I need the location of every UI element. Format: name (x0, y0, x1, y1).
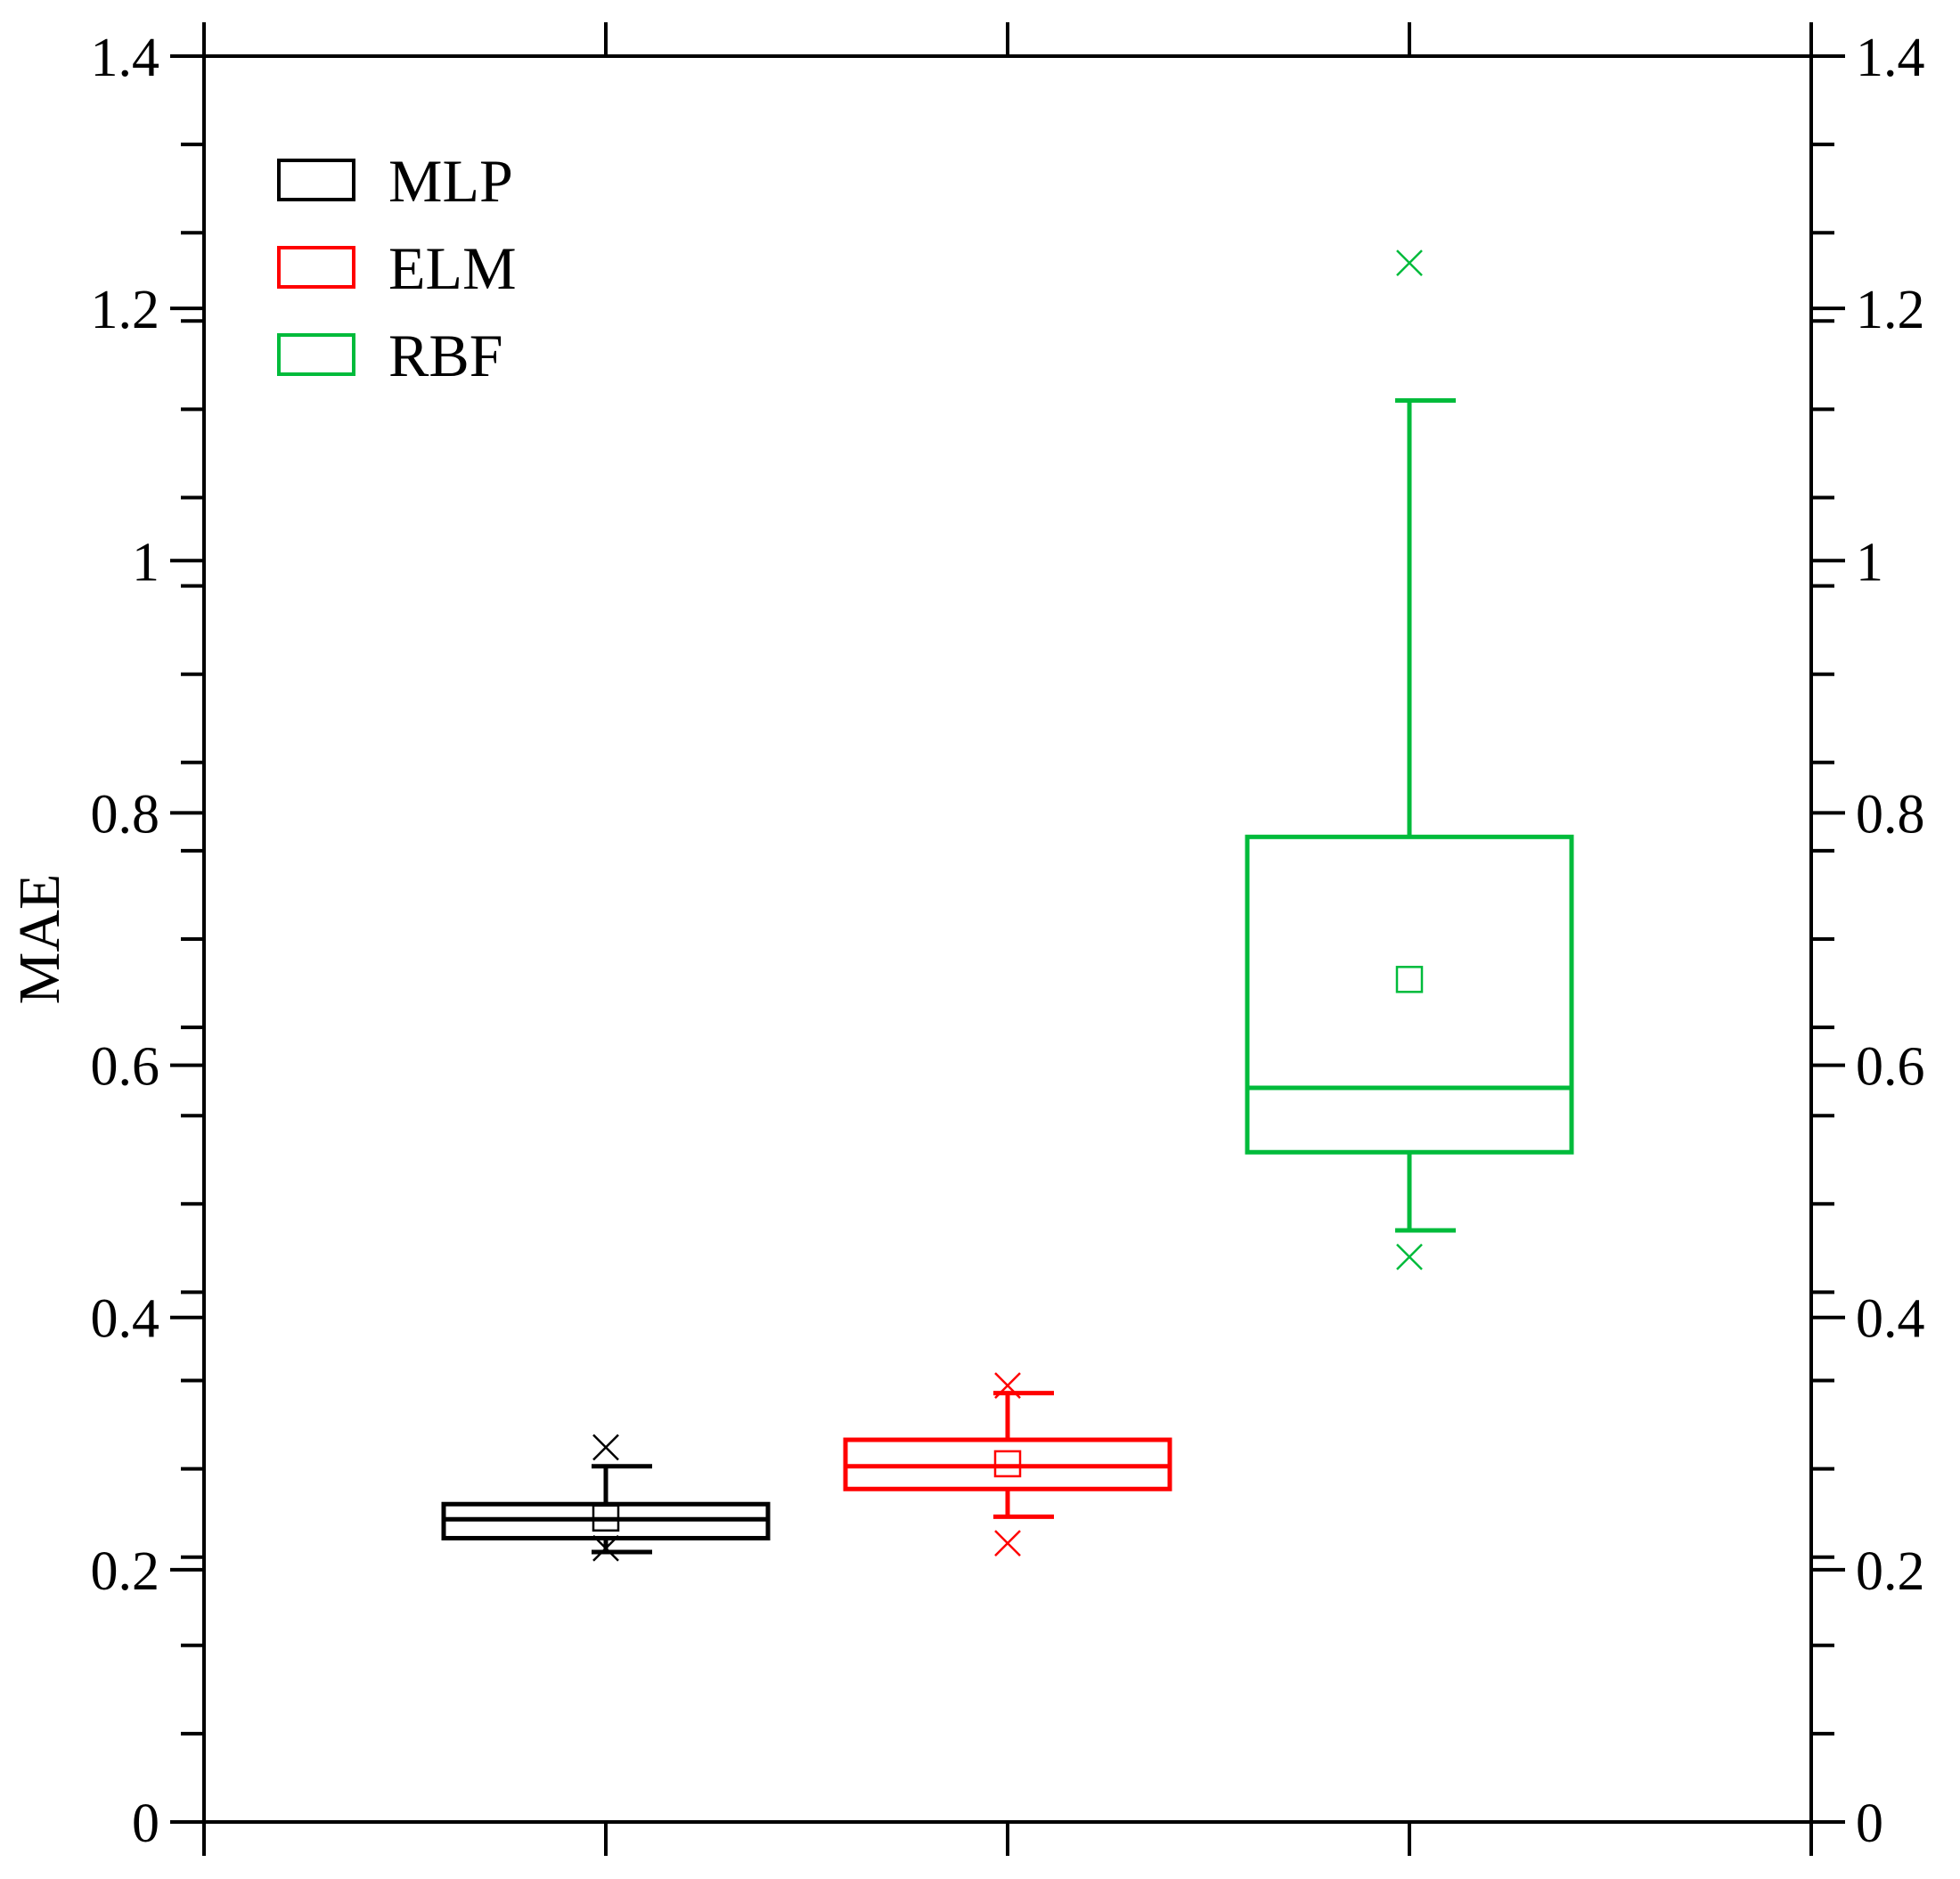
outlier-stroke (1396, 249, 1423, 277)
y-tick-label-right: 1.4 (1856, 28, 1925, 88)
box-elm (843, 1372, 1172, 1557)
legend-swatch (277, 159, 355, 201)
y-tick-label-right: 1 (1856, 532, 1883, 592)
mean-marker (993, 1450, 1022, 1478)
legend-label: RBF (388, 322, 503, 389)
mean-marker (592, 1504, 620, 1532)
outlier-marker (592, 1434, 619, 1461)
y-tick-label-left: 1.2 (91, 280, 160, 340)
y-tick-label-left: 1 (132, 532, 159, 592)
outlier-marker (1396, 1243, 1423, 1270)
y-tick-label-left: 0.6 (91, 1037, 160, 1098)
mean-marker (1395, 966, 1424, 993)
legend-swatch (277, 333, 355, 376)
y-tick-label-right: 0.2 (1856, 1541, 1925, 1602)
legend-item-rbf: RBF (277, 322, 503, 389)
axes-layer: 0 0 0.2 0.2 0.4 0.4 0.6 0.6 0.8 0.8 1 1 1.2 1.2 1.4 1.4 (91, 22, 1925, 1856)
y-tick-label-right: 0 (1856, 1793, 1883, 1854)
y-tick-label-left: 1.4 (91, 28, 160, 88)
y-tick-label-right: 0.4 (1856, 1289, 1925, 1350)
outlier-stroke (994, 1530, 1021, 1557)
legend-label: ELM (388, 234, 517, 302)
y-tick-label-right: 0.6 (1856, 1037, 1925, 1098)
outlier-stroke (592, 1534, 619, 1562)
legend-swatch (277, 246, 355, 289)
outlier-stroke (592, 1434, 619, 1461)
y-tick-label-left: 0 (132, 1793, 159, 1854)
boxes-layer (441, 249, 1574, 1562)
legend-label: MLP (388, 147, 513, 215)
y-tick-label-left: 0.2 (91, 1541, 160, 1602)
legend-item-mlp: MLP (277, 147, 513, 215)
legend-item-elm: ELM (277, 234, 517, 302)
outlier-marker (592, 1534, 619, 1562)
legend: MLP ELM RBF (277, 147, 517, 389)
outlier-marker (994, 1530, 1021, 1557)
box-rbf (1245, 249, 1574, 1270)
outlier-stroke (994, 1372, 1021, 1400)
y-axis-label: MAE (7, 874, 72, 1005)
y-tick-label-left: 0.4 (91, 1289, 160, 1350)
outlier-marker (1396, 249, 1423, 277)
outlier-stroke (1396, 1243, 1423, 1270)
outlier-marker (994, 1372, 1021, 1400)
y-tick-label-right: 0.8 (1856, 784, 1925, 845)
y-tick-label-left: 0.8 (91, 784, 160, 845)
iqr-box (1245, 834, 1574, 1155)
box-mlp (441, 1434, 771, 1562)
y-tick-label-right: 1.2 (1856, 280, 1925, 340)
